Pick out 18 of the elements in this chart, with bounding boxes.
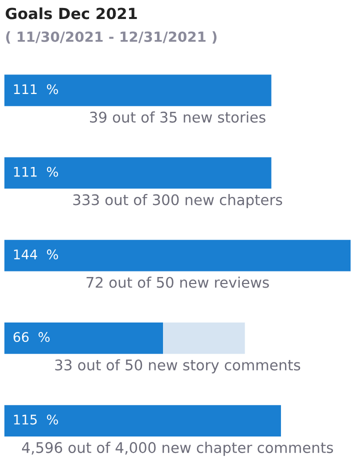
bar [4,157,272,189]
data-label: 66 % [14,332,50,342]
data-label: 111 % [14,166,58,177]
bar [4,405,281,436]
data-label: 111 % [14,84,58,94]
y-tick-label: 39 out of 35 new stories [90,111,266,123]
bar [163,322,245,354]
y-tick-label: 4,596 out of 4,000 new chapter comments [22,442,333,456]
y-tick-label: 72 out of 50 new reviews [86,276,269,288]
bar [4,322,164,354]
data-label: 115 % [14,414,58,425]
data-label: 144 % [14,249,58,260]
y-tick-label: 333 out of 300 new chapters [73,194,282,208]
bar [4,240,351,272]
chart-title: Goals Dec 2021 [6,7,137,20]
bar [4,74,272,106]
chart-subtitle: ( 11/30/2021 - 12/31/2021 ) [6,31,216,44]
y-tick-label: 33 out of 50 new story comments [55,359,300,374]
